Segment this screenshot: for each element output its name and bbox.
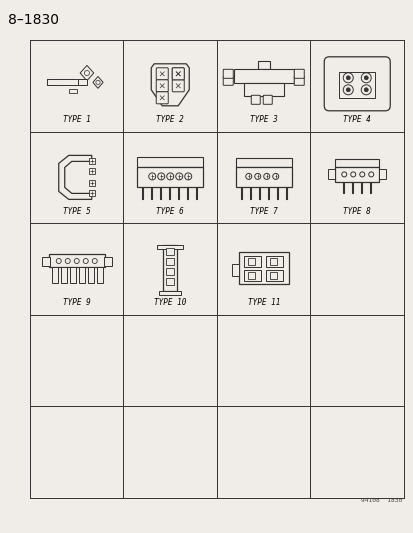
Bar — [247, 258, 254, 265]
Text: TYPE 1: TYPE 1 — [63, 115, 90, 124]
FancyBboxPatch shape — [263, 95, 272, 104]
Bar — [231, 264, 238, 276]
Bar — [166, 258, 174, 265]
Bar — [104, 257, 112, 266]
Bar — [69, 89, 76, 93]
Polygon shape — [80, 66, 93, 80]
Bar — [49, 254, 104, 267]
FancyBboxPatch shape — [156, 92, 168, 104]
Bar — [137, 167, 203, 188]
FancyBboxPatch shape — [294, 76, 304, 85]
Polygon shape — [93, 76, 103, 88]
Text: TYPE 11: TYPE 11 — [247, 298, 279, 308]
FancyBboxPatch shape — [223, 69, 233, 78]
Polygon shape — [59, 156, 92, 199]
Text: TYPE 5: TYPE 5 — [63, 207, 90, 216]
Bar — [166, 268, 174, 275]
Bar — [335, 159, 378, 167]
FancyBboxPatch shape — [156, 80, 168, 92]
Text: TYPE 8: TYPE 8 — [342, 207, 370, 216]
Text: TYPE 9: TYPE 9 — [63, 298, 90, 308]
Circle shape — [363, 76, 367, 80]
Bar — [52, 267, 57, 283]
Bar — [166, 248, 174, 255]
Text: TYPE 10: TYPE 10 — [154, 298, 186, 308]
Text: 8–1830: 8–1830 — [8, 13, 59, 27]
Bar — [88, 168, 95, 174]
Bar — [157, 245, 183, 249]
Bar — [265, 256, 282, 267]
Circle shape — [345, 76, 349, 80]
Bar — [335, 167, 378, 182]
Bar — [78, 267, 85, 283]
Bar — [238, 252, 288, 284]
Bar — [235, 158, 291, 167]
Text: TYPE 7: TYPE 7 — [249, 207, 277, 216]
FancyBboxPatch shape — [172, 80, 184, 92]
Bar — [243, 270, 260, 281]
FancyBboxPatch shape — [156, 68, 168, 80]
Bar — [166, 278, 174, 285]
Bar — [243, 83, 283, 96]
Bar — [378, 169, 385, 180]
Bar — [47, 79, 85, 85]
FancyBboxPatch shape — [294, 69, 304, 78]
Bar — [235, 167, 291, 188]
Bar — [247, 272, 254, 279]
Polygon shape — [151, 64, 189, 106]
Bar — [88, 267, 93, 283]
FancyBboxPatch shape — [251, 95, 260, 104]
FancyBboxPatch shape — [172, 68, 184, 80]
Bar — [163, 245, 177, 291]
Bar — [269, 272, 276, 279]
Bar — [269, 258, 276, 265]
FancyBboxPatch shape — [172, 68, 184, 80]
FancyBboxPatch shape — [323, 57, 389, 111]
Circle shape — [363, 88, 367, 92]
Text: TYPE 4: TYPE 4 — [342, 115, 370, 124]
Bar — [69, 267, 76, 283]
FancyBboxPatch shape — [223, 76, 233, 85]
Text: TYPE 3: TYPE 3 — [249, 115, 277, 124]
Bar — [265, 270, 282, 281]
Bar — [78, 79, 87, 85]
Bar — [159, 291, 181, 295]
Bar — [47, 79, 55, 85]
Circle shape — [345, 88, 349, 92]
Text: TYPE 6: TYPE 6 — [156, 207, 184, 216]
Bar — [88, 190, 95, 196]
Bar — [328, 169, 335, 180]
Text: 94108  1830: 94108 1830 — [360, 498, 401, 503]
Bar — [233, 69, 293, 83]
Bar — [42, 257, 50, 266]
Bar — [88, 180, 95, 187]
Bar — [88, 158, 95, 164]
Bar — [243, 256, 260, 267]
Bar — [59, 79, 67, 85]
Text: TYPE 2: TYPE 2 — [156, 115, 184, 124]
Bar — [137, 157, 203, 167]
Bar — [97, 267, 102, 283]
Bar — [61, 267, 66, 283]
Bar — [257, 61, 269, 69]
Bar — [338, 72, 374, 98]
